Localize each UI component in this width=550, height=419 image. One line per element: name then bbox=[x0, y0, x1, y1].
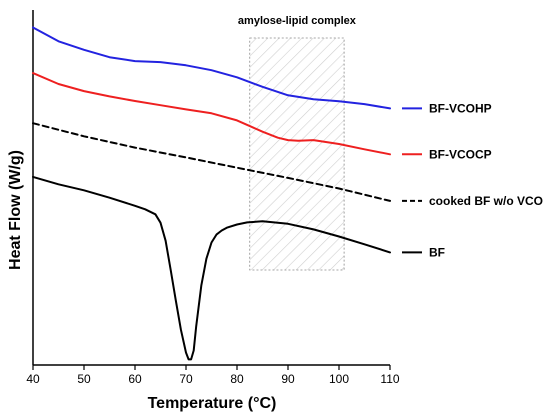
series-line-0 bbox=[32, 26, 391, 110]
x-tick-label: 40 bbox=[26, 372, 40, 386]
legend-label: BF-VCOCP bbox=[429, 147, 492, 161]
x-tick-label: 100 bbox=[329, 372, 349, 386]
series-line-1 bbox=[32, 72, 391, 156]
x-axis-title: Temperature (°C) bbox=[148, 395, 277, 412]
legend-entry-2: cooked BF w/o VCO bbox=[402, 194, 543, 208]
series-line-2 bbox=[32, 122, 391, 202]
x-tick-label: 70 bbox=[179, 372, 193, 386]
x-tick-label: 110 bbox=[380, 372, 399, 386]
y-axis-title: Heat Flow (W/g) bbox=[7, 150, 24, 270]
legend-label: cooked BF w/o VCO bbox=[429, 194, 543, 208]
axes-layer: 40 50 60 70 80 90 100 110 bbox=[26, 10, 400, 386]
legend-entry-3: BF bbox=[402, 245, 445, 259]
legend-entry-1: BF-VCOCP bbox=[402, 147, 492, 161]
series-line-3 bbox=[32, 175, 391, 361]
x-tick-label: 90 bbox=[281, 372, 295, 386]
x-tick-label: 50 bbox=[77, 372, 91, 386]
series-layer bbox=[32, 26, 391, 361]
annotation-region bbox=[249, 37, 345, 271]
x-tick-label: 60 bbox=[128, 372, 142, 386]
legend-label: BF-VCOHP bbox=[429, 101, 492, 115]
legend-entry-0: BF-VCOHP bbox=[402, 101, 492, 115]
legend: BF-VCOHP BF-VCOCP cooked BF w/o VCO BF bbox=[402, 101, 543, 259]
legend-label: BF bbox=[429, 245, 445, 259]
x-tick-label: 80 bbox=[230, 372, 244, 386]
annotation-label: amylose-lipid complex bbox=[238, 15, 357, 27]
annotation-layer: amylose-lipid complex bbox=[238, 15, 357, 271]
